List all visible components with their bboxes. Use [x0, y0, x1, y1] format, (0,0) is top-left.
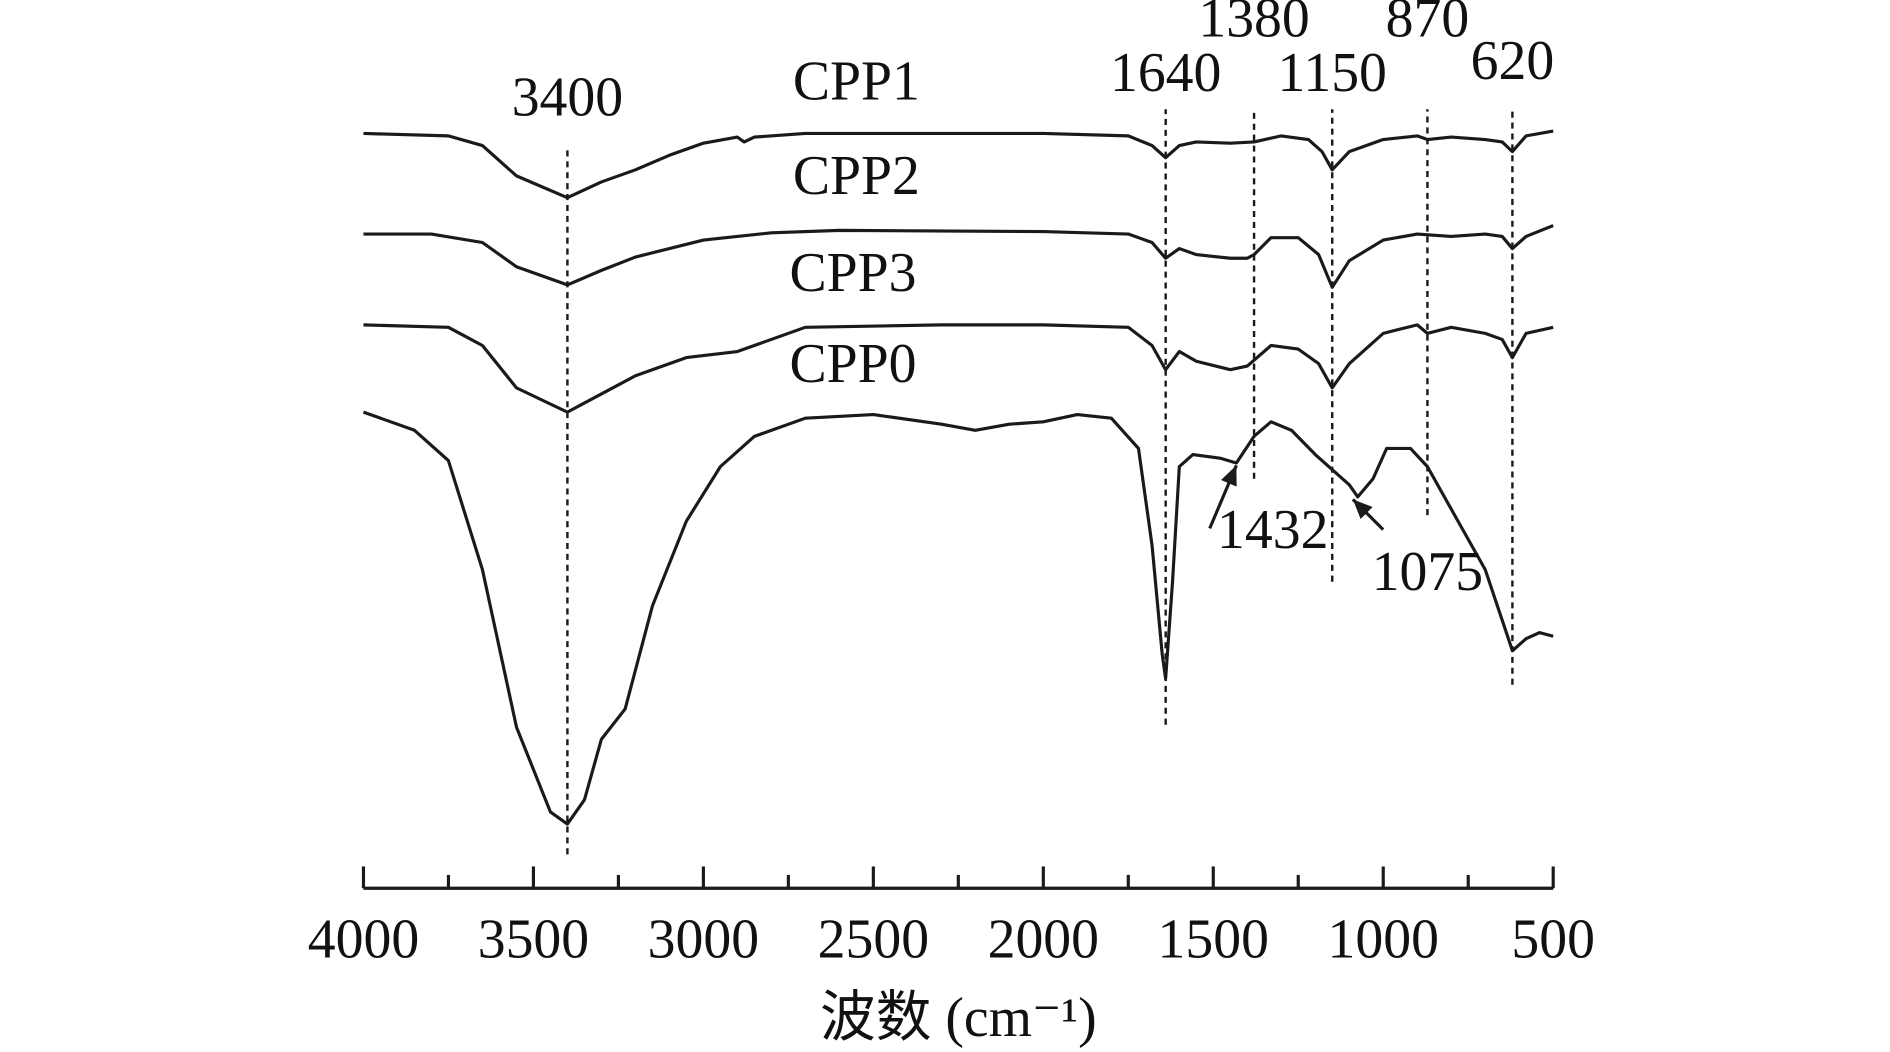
series-line-cpp0: [362, 410, 1554, 826]
x-tick-label: 2000: [988, 908, 1099, 970]
x-tick-label: 3500: [478, 908, 589, 970]
series-line-cpp2: [363, 224, 1554, 289]
series-line-cpp3: [363, 323, 1554, 414]
x-tick-label: 1500: [1158, 908, 1269, 970]
series-label-cpp1: CPP1: [793, 51, 920, 113]
series-label-cpp3: CPP3: [789, 242, 916, 304]
peak-label-3400: 3400: [512, 66, 623, 128]
peak-label-1075: 1075: [1372, 541, 1483, 603]
x-tick-label: 500: [1511, 908, 1595, 970]
x-tick-label: 1000: [1328, 908, 1439, 970]
series-label-cpp0: CPP0: [789, 333, 916, 395]
series-label-cpp2: CPP2: [793, 145, 920, 207]
spectrum-curves: [362, 129, 1554, 826]
peak-label-1432: 1432: [1217, 499, 1328, 561]
x-tick-label: 2500: [818, 908, 929, 970]
x-axis: 4000 3500 3000 2500 2000 1500 1000 500: [308, 866, 1595, 970]
peak-label-1150: 1150: [1278, 42, 1387, 104]
x-axis-title: 波数 (cm⁻¹): [820, 987, 1097, 1049]
peak-label-620: 620: [1471, 30, 1555, 92]
peak-label-870: 870: [1386, 0, 1470, 50]
peak-label-1380: 1380: [1198, 0, 1309, 50]
arrowhead-icon: [1352, 499, 1373, 520]
series-labels: CPP1 CPP2 CPP3 CPP0: [789, 51, 919, 395]
series-line-cpp1: [363, 129, 1554, 200]
arrowhead-icon: [1221, 465, 1237, 487]
x-tick-label: 4000: [308, 908, 419, 970]
peak-label-1640: 1640: [1110, 42, 1221, 104]
x-tick-label: 3000: [648, 908, 759, 970]
